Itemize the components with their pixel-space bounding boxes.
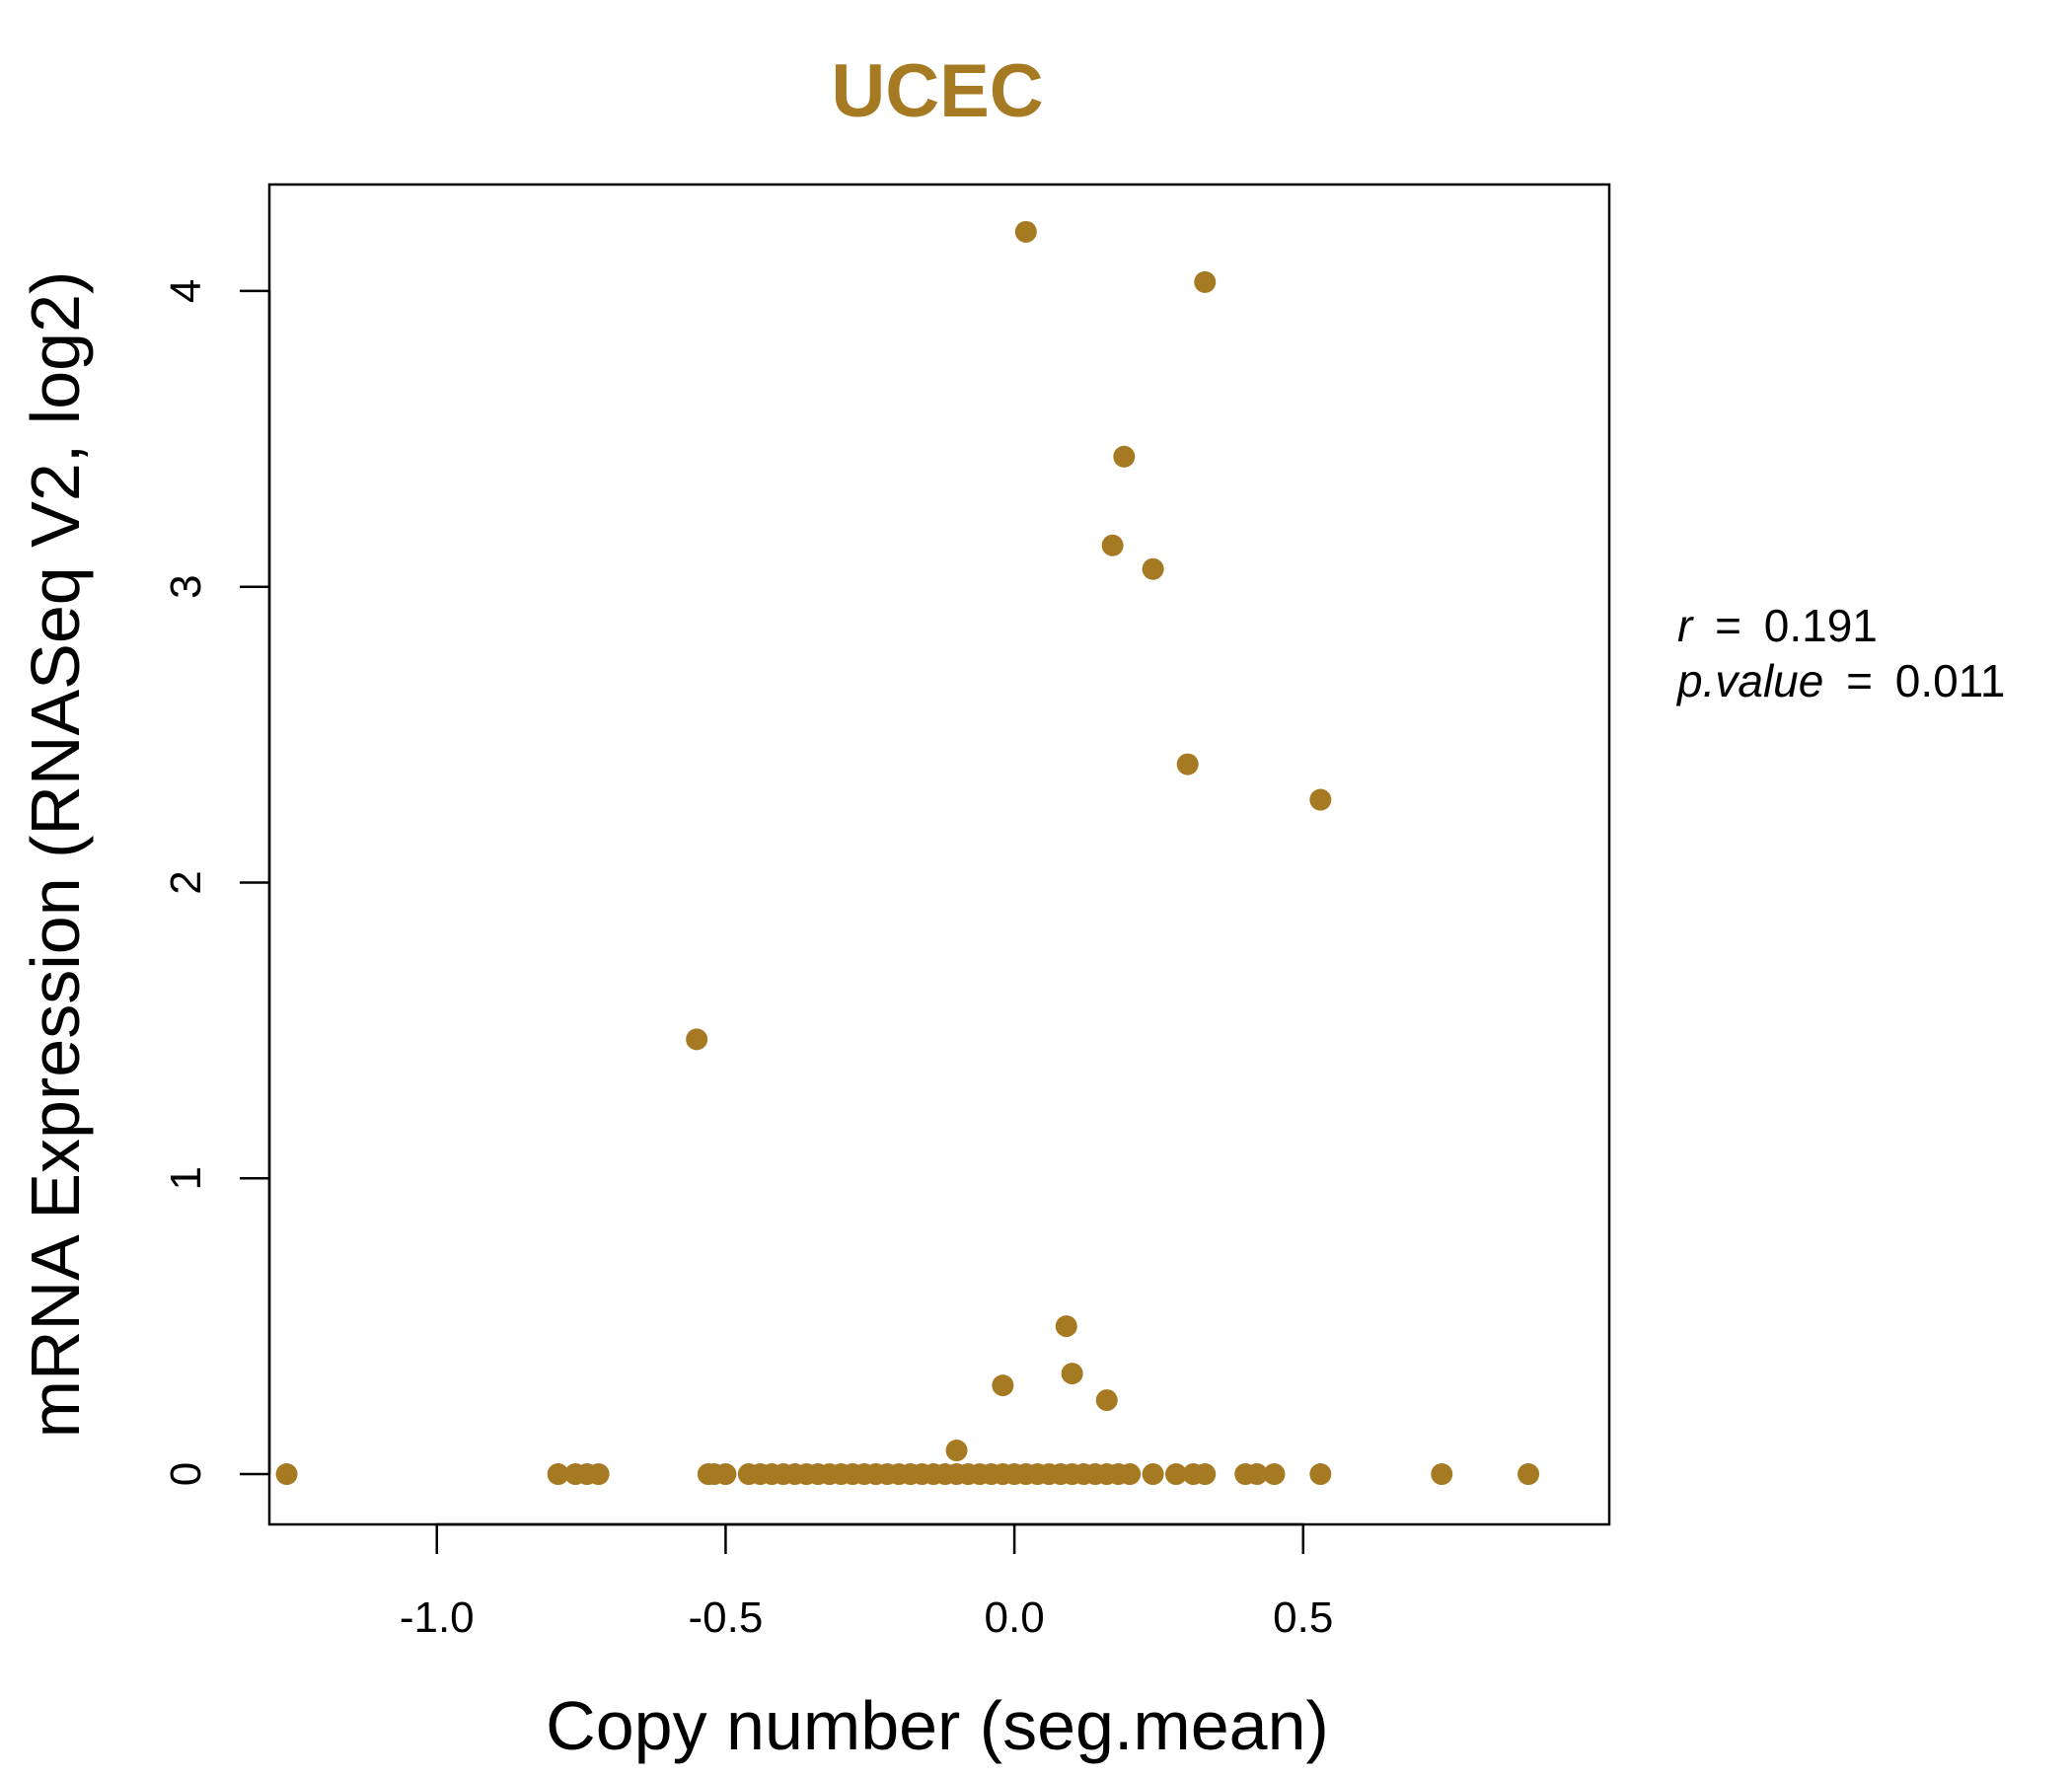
scatter-point [547, 1463, 569, 1486]
x-tick-label: 0.0 [985, 1593, 1045, 1642]
p-label: p.value [1675, 655, 1823, 706]
scatter-point [1014, 220, 1037, 243]
scatter-point [587, 1463, 610, 1486]
x-tick-label: -0.5 [689, 1593, 764, 1642]
scatter-point [1194, 270, 1217, 293]
scatter-point [1142, 557, 1164, 580]
scatter-point [1263, 1463, 1286, 1486]
scatter-point [1309, 788, 1332, 811]
p-value: 0.011 [1895, 655, 2006, 706]
scatter-point [1164, 1463, 1187, 1486]
x-axis: -1.0 -0.5 0.0 0.5 [400, 1522, 1333, 1642]
scatter-point [992, 1374, 1014, 1397]
scatter-point [1245, 1463, 1268, 1486]
y-axis: 0 1 2 3 4 [162, 279, 271, 1486]
y-tick-label: 1 [162, 1166, 210, 1190]
scatter-point [945, 1440, 968, 1462]
p-stat-line: p.value = 0.011 [1675, 655, 2005, 706]
y-tick-label: 4 [162, 279, 210, 303]
y-tick-label: 3 [162, 574, 210, 598]
scatter-point [1176, 753, 1199, 776]
x-tick-label: -1.0 [400, 1593, 475, 1642]
plot-frame [267, 183, 1611, 1526]
y-axis-title: mRNA Expression (RNASeq V2, log2) [17, 271, 94, 1439]
scatter-point [1101, 534, 1124, 556]
y-tick-label: 0 [162, 1462, 210, 1486]
scatter-point [1517, 1463, 1540, 1486]
scatter-point [1142, 1463, 1164, 1486]
scatter-point [275, 1463, 298, 1486]
scatter-point [686, 1028, 708, 1051]
scatter-point [1194, 1463, 1217, 1486]
r-stat-line: r = 0.191 [1677, 600, 1878, 651]
scatter-point [1309, 1463, 1332, 1486]
scatter-point [1055, 1315, 1077, 1338]
scatter-point [1061, 1363, 1083, 1385]
scatter-point [1113, 445, 1136, 468]
x-axis-title: Copy number (seg.mean) [546, 1687, 1329, 1764]
x-tick-label: 0.5 [1273, 1593, 1333, 1642]
r-value: 0.191 [1764, 600, 1878, 651]
scatter-point [714, 1463, 737, 1486]
data-points [275, 220, 1540, 1486]
y-tick-label: 2 [162, 870, 210, 894]
scatter-point [1431, 1463, 1453, 1486]
r-label: r [1677, 600, 1694, 651]
p-equals: = [1846, 655, 1873, 706]
scatter-point [1119, 1463, 1142, 1486]
correlation-stats: r = 0.191 p.value = 0.011 [1675, 600, 2005, 706]
scatter-point [1095, 1389, 1118, 1412]
chart-title: UCEC [831, 49, 1043, 133]
r-equals: = [1715, 600, 1741, 651]
